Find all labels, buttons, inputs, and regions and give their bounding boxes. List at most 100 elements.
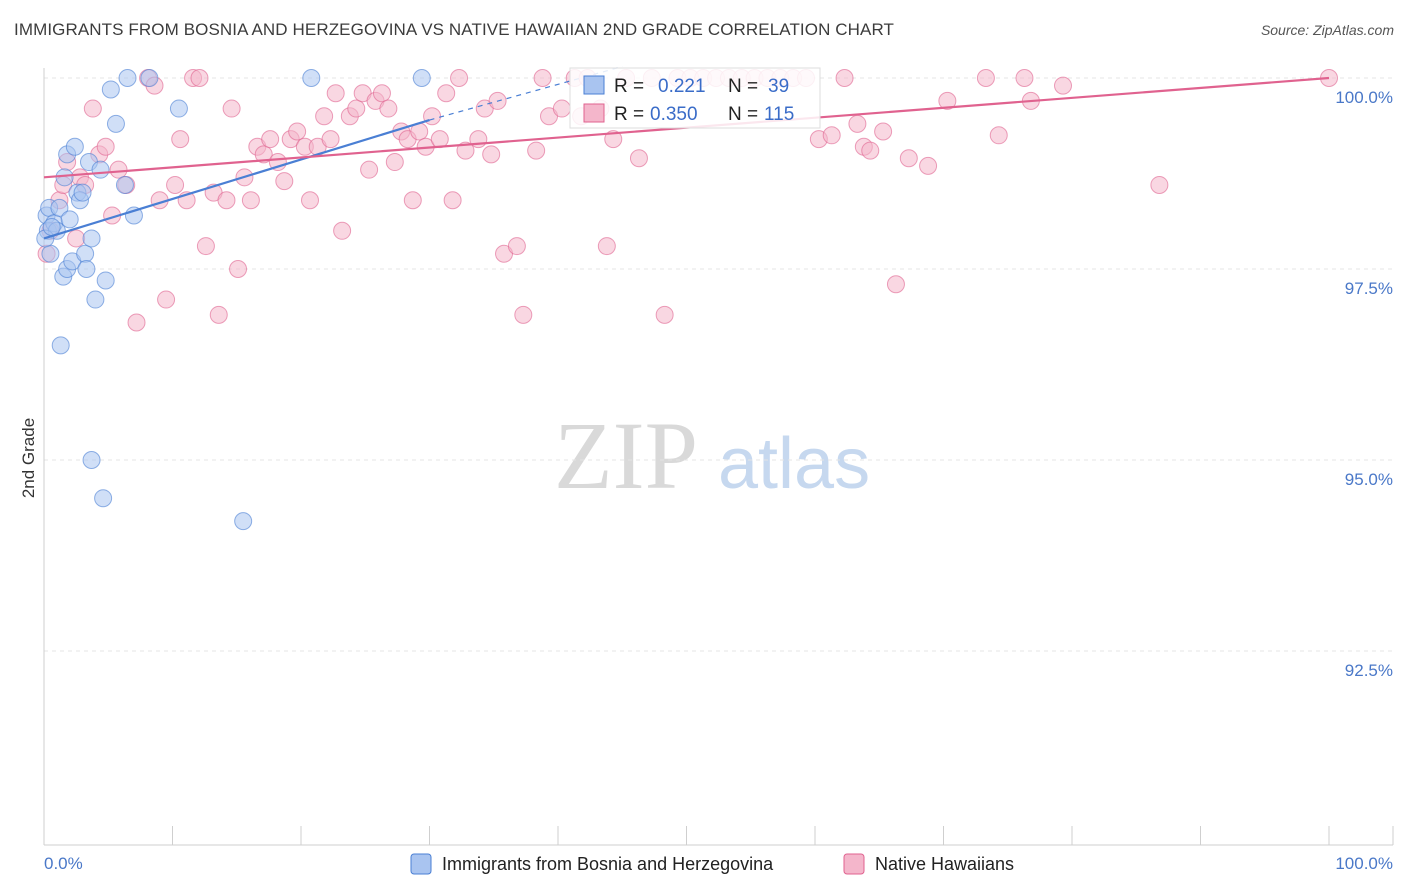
native-hawaiian-point: [848, 114, 867, 133]
stats-pink-r-value: 0.350: [650, 104, 698, 125]
native-hawaiian-point: [360, 160, 379, 179]
native-hawaiian-point: [96, 137, 115, 156]
native-hawaiian-point: [552, 99, 571, 118]
native-hawaiian-point: [886, 275, 905, 294]
native-hawaiian-point: [209, 305, 228, 324]
stats-blue-r-value: 0.221: [658, 76, 706, 97]
bosnia-point: [234, 512, 253, 531]
y-tick-label: 97.5%: [1345, 279, 1393, 298]
bosnia-point: [82, 229, 101, 248]
native-hawaiian-point: [333, 221, 352, 240]
native-hawaiian-point: [822, 126, 841, 145]
native-hawaiian-point: [430, 130, 449, 149]
native-hawaiian-point: [655, 305, 674, 324]
stats-pink-n-value: 115: [764, 104, 794, 125]
native-hawaiian-point: [171, 130, 190, 149]
bosnia-point: [42, 217, 61, 236]
stats-blue-r-label: R =: [614, 76, 644, 97]
native-hawaiian-point: [403, 191, 422, 210]
native-hawaiian-point: [597, 237, 616, 256]
stats-blue-n-label: N =: [728, 76, 758, 97]
stats-pink-r-label: R =: [614, 104, 644, 125]
legend-pink-swatch: [843, 853, 865, 875]
native-hawaiian-point: [527, 141, 546, 160]
native-hawaiian-point: [861, 141, 880, 160]
legend-pink-label: Native Hawaiians: [875, 854, 1014, 874]
native-hawaiian-point: [67, 229, 86, 248]
bosnia-point: [41, 244, 60, 263]
native-hawaiian-point: [514, 305, 533, 324]
native-hawaiian-point: [450, 69, 469, 87]
stats-pink-n-label: N =: [728, 104, 758, 125]
stats-blue-n-value: 39: [768, 76, 789, 97]
stats-blue-swatch: [583, 75, 605, 95]
y-tick-labels: 100.0% 97.5% 95.0% 92.5%: [1335, 88, 1393, 680]
native-hawaiian-point: [533, 69, 552, 87]
native-hawaiian-point: [241, 191, 260, 210]
legend: Immigrants from Bosnia and Herzegovina N…: [410, 853, 1014, 875]
y-tick-label: 95.0%: [1345, 470, 1393, 489]
legend-blue-swatch: [410, 853, 432, 875]
native-hawaiian-point: [288, 122, 307, 141]
x-tick-label-left: 0.0%: [44, 854, 83, 873]
grid-lines: [44, 77, 1393, 652]
native-hawaiian-point: [127, 313, 146, 332]
native-hawaiian-point: [604, 130, 623, 149]
native-hawaiian-point: [379, 99, 398, 118]
bosnia-point: [96, 271, 115, 290]
y-tick-label: 92.5%: [1345, 661, 1393, 680]
native-hawaiian-point: [1150, 175, 1169, 194]
bosnia-point: [302, 69, 321, 87]
native-hawaiian-point: [229, 260, 248, 278]
bosnia-trend-line: [43, 118, 430, 240]
native-hawaiian-point: [372, 84, 391, 103]
native-hawaiian-point: [217, 191, 236, 210]
native-hawaiian-point: [874, 122, 893, 141]
stats-box-frame: [569, 67, 821, 129]
stats-box: R = 0.221 N = 39 R = 0.350 N = 115: [569, 67, 821, 129]
native-hawaiian-point: [919, 156, 938, 175]
native-hawaiian-point: [989, 126, 1008, 145]
bosnia-point: [140, 69, 159, 87]
bosnia-point: [91, 160, 110, 179]
native-hawaiian-point: [347, 99, 366, 118]
native-hawaiian-point: [456, 141, 475, 160]
native-hawaiian-point: [899, 149, 918, 168]
native-hawaiian-point: [835, 69, 854, 87]
bosnia-point: [101, 80, 120, 99]
native-hawaiian-point: [976, 69, 995, 87]
bosnia-point: [115, 175, 134, 194]
native-hawaiian-point: [437, 84, 456, 103]
native-hawaiian-point: [196, 237, 215, 256]
bosnia-point: [65, 137, 84, 156]
native-hawaiian-point: [83, 99, 102, 118]
watermark-atlas: atlas: [718, 424, 870, 504]
y-tick-label: 100.0%: [1335, 88, 1393, 107]
native-hawaiian-point: [222, 99, 241, 118]
native-hawaiian-point: [321, 130, 340, 149]
y-axis-label: 2nd Grade: [19, 418, 38, 498]
native-hawaiian-point: [190, 69, 209, 87]
source-label: Source: ZipAtlas.com: [1260, 22, 1394, 38]
native-hawaiian-point: [385, 153, 404, 172]
bosnia-point: [60, 210, 79, 229]
native-hawaiian-point: [326, 84, 345, 103]
native-hawaiian-point: [275, 172, 294, 191]
legend-blue-label: Immigrants from Bosnia and Herzegovina: [442, 854, 774, 874]
bosnia-point: [94, 489, 113, 508]
bosnia-point: [76, 244, 95, 263]
native-hawaiian-point: [166, 175, 185, 194]
watermark-zip: ZIP: [554, 402, 698, 509]
bosnia-point: [50, 198, 69, 217]
bosnia-point: [77, 260, 96, 278]
native-hawaiian-point: [109, 160, 128, 179]
bosnia-trend-extension: [429, 65, 623, 121]
bosnia-point: [86, 290, 105, 309]
x-tick-label-right: 100.0%: [1335, 854, 1393, 873]
axes: [43, 68, 1393, 846]
native-hawaiian-point: [1015, 69, 1034, 87]
native-hawaiian-point: [629, 149, 648, 168]
native-hawaiian-point: [261, 130, 280, 149]
native-hawaiian-point: [157, 290, 176, 309]
